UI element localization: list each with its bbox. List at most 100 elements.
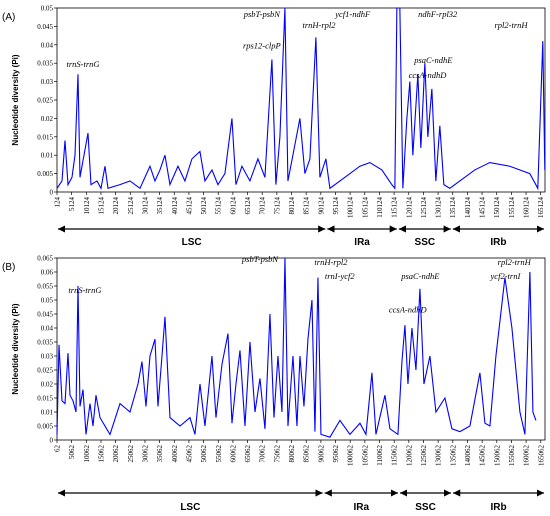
x-tick-label: 165062 [537,445,545,467]
y-tick-label: 0.05 [41,5,54,13]
diversity-line [56,7,546,191]
x-tick-label: 50062 [200,445,208,463]
annotation: rps12-clpP [243,40,281,50]
x-tick-label: 120124 [405,197,413,219]
x-tick-label: 65124 [244,196,252,214]
diversity-line [56,257,537,438]
x-tick-label: 85124 [303,197,311,215]
annotation: ndhF-rpl32 [418,9,458,19]
annotation: rpl2-trnH [498,257,532,267]
panel-label: (A) [2,12,15,23]
y-tick-label: 0.025 [37,97,53,105]
y-tick-label: 0.045 [37,23,53,31]
x-tick-label: 155062 [508,445,516,467]
y-tick-label: 0.005 [37,423,53,431]
y-tick-label: 0.045 [37,311,53,319]
x-tick-label: 130062 [435,445,443,467]
y-tick-label: 0.01 [41,152,54,160]
y-tick-label: 0.04 [41,325,54,333]
y-tick-label: 0.025 [37,367,53,375]
region-label: IRb [490,502,506,513]
y-axis-label: Nucleotide diversity (Pi) [11,54,20,145]
x-tick-label: 150062 [493,445,501,467]
x-tick-label: 40124 [171,197,179,215]
x-tick-label: 95124 [332,197,340,215]
y-tick-label: 0.035 [37,339,53,347]
x-tick-label: 110062 [376,445,384,466]
y-axis-label: Nucleotide diversity (Pi) [11,303,20,394]
region-label: IRb [490,237,506,248]
x-tick-label: 35124 [156,197,164,215]
region-label: SSC [415,237,436,248]
x-tick-label: 5062 [68,445,76,460]
annotation: ycf2-trnI [490,271,522,281]
x-tick-label: 65062 [244,445,252,463]
y-tick-label: 0.005 [37,170,53,178]
x-tick-label: 30062 [141,445,149,463]
x-tick-label: 62 [54,445,62,453]
y-tick-label: 0.035 [37,60,53,68]
x-tick-label: 30124 [141,197,149,215]
x-tick-label: 45124 [185,197,193,215]
annotation: trnI-ycf2 [325,271,355,281]
x-tick-label: 150124 [493,196,501,218]
x-tick-label: 125062 [420,445,428,467]
y-tick-label: 0.06 [41,269,54,277]
annotation: psaC-ndhE [400,271,440,281]
x-tick-label: 135124 [449,197,457,219]
region-label: SSC [415,502,436,513]
annotation: rpl2-trnH [494,20,528,30]
y-tick-label: 0.015 [37,395,53,403]
x-tick-label: 90124 [317,197,325,215]
plot-frame [56,257,546,441]
x-tick-label: 145062 [479,445,487,467]
x-tick-label: 75124 [273,197,281,215]
region-label: LSC [182,237,202,248]
x-tick-label: 95062 [332,445,340,463]
x-tick-label: 25062 [127,445,135,463]
region-label: IRa [354,237,370,248]
x-tick-label: 70062 [259,445,267,463]
y-tick-label: 0.03 [41,78,54,86]
annotation: ycf1-ndhF [334,9,371,19]
x-tick-label: 55124 [215,197,223,215]
x-tick-label: 20124 [112,197,120,215]
x-tick-label: 105062 [361,445,369,467]
x-tick-label: 135062 [449,445,457,467]
x-tick-label: 15062 [97,445,105,463]
y-tick-label: 0.065 [37,255,53,263]
y-tick-label: 0 [50,437,54,445]
x-tick-label: 90062 [317,445,325,463]
annotation: ccsA-ndhD [409,70,448,80]
x-tick-label: 160062 [523,445,531,467]
x-tick-label: 85062 [303,445,311,463]
x-tick-label: 60124 [229,197,237,215]
x-tick-label: 5124 [68,197,76,212]
region-label: LSC [180,502,200,513]
x-tick-label: 140062 [464,445,472,467]
x-tick-label: 50124 [200,197,208,215]
x-tick-label: 70124 [259,197,267,215]
x-tick-label: 100062 [347,445,355,467]
y-tick-label: 0.03 [41,353,54,361]
annotation: trnH-rpl2 [302,20,336,30]
y-tick-label: 0.02 [41,381,54,389]
x-tick-label: 160124 [523,197,531,219]
x-tick-label: 115124 [391,197,399,218]
x-tick-label: 120062 [405,445,413,467]
region-label: IRa [354,502,370,513]
x-tick-label: 45062 [185,445,193,463]
x-tick-label: 60062 [229,445,237,463]
x-tick-label: 25124 [127,197,135,215]
x-tick-label: 80062 [288,445,296,463]
x-tick-label: 155124 [508,197,516,219]
x-tick-label: 10124 [83,197,91,215]
x-tick-label: 140124 [464,197,472,219]
x-tick-label: 105124 [361,197,369,219]
plot-frame [56,7,546,193]
x-tick-label: 20062 [112,445,120,463]
x-tick-label: 40062 [171,445,179,463]
annotation: psaC-ndhE [413,55,453,65]
x-tick-label: 75062 [273,445,281,463]
